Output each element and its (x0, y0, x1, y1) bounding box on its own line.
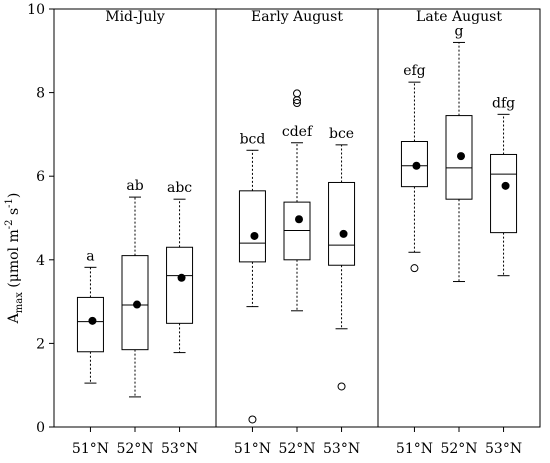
significance-letters: dfg (492, 95, 515, 111)
y-axis-label: Amax (μmol m-2 s-1) (4, 193, 25, 325)
x-tick-label: 53°N (323, 441, 360, 457)
x-tick-label: 52°N (278, 441, 315, 457)
y-tick-label: 6 (36, 169, 45, 185)
y-tick-label: 4 (36, 253, 45, 269)
iqr-box (166, 246, 194, 324)
outlier-point (293, 89, 301, 98)
mean-point (133, 300, 141, 309)
mean-point (457, 152, 465, 161)
x-tick-label: 53°N (485, 441, 522, 457)
x-tick-label: 51°N (72, 441, 109, 457)
mean-point (88, 316, 97, 325)
x-tick-label: 52°N (440, 441, 477, 457)
mean-point (339, 229, 348, 238)
x-tick-label: 52°N (116, 441, 153, 457)
significance-letters: abc (167, 180, 192, 196)
mean-point (501, 181, 510, 190)
significance-letters: g (455, 23, 464, 39)
outlier-point (410, 264, 419, 273)
plot-area: 0 2 4 6 8 10 Mid-July a 51°N ab 52°N abc 53°N Early A… (27, 2, 541, 457)
panel-title: Mid-July (105, 9, 165, 25)
significance-letters: a (86, 248, 94, 264)
x-tick-label: 51°N (234, 441, 271, 457)
significance-letters: bcd (240, 131, 266, 147)
mean-point (250, 231, 259, 240)
significance-letters: bce (329, 126, 354, 142)
y-tick-label: 0 (36, 420, 45, 436)
iqr-box (328, 181, 356, 266)
panel-title: Late August (416, 9, 502, 25)
iqr-box (400, 141, 428, 188)
significance-letters: cdef (282, 124, 314, 140)
significance-letters: ab (126, 178, 143, 194)
mean-point (412, 161, 421, 170)
y-tick-label: 2 (36, 336, 45, 352)
mean-point (295, 215, 303, 224)
y-tick-label: 8 (36, 86, 45, 102)
x-tick-label: 53°N (161, 441, 198, 457)
y-tick-label: 10 (27, 2, 45, 18)
outlier-point (337, 382, 346, 391)
iqr-box (238, 190, 266, 263)
x-tick-label: 51°N (396, 441, 433, 457)
outlier-point (248, 415, 257, 424)
iqr-box (490, 153, 518, 234)
outlier-point (293, 99, 301, 108)
significance-letters: efg (403, 63, 425, 79)
mean-point (177, 273, 186, 282)
iqr-box (76, 296, 104, 353)
panel-title: Early August (251, 9, 343, 25)
